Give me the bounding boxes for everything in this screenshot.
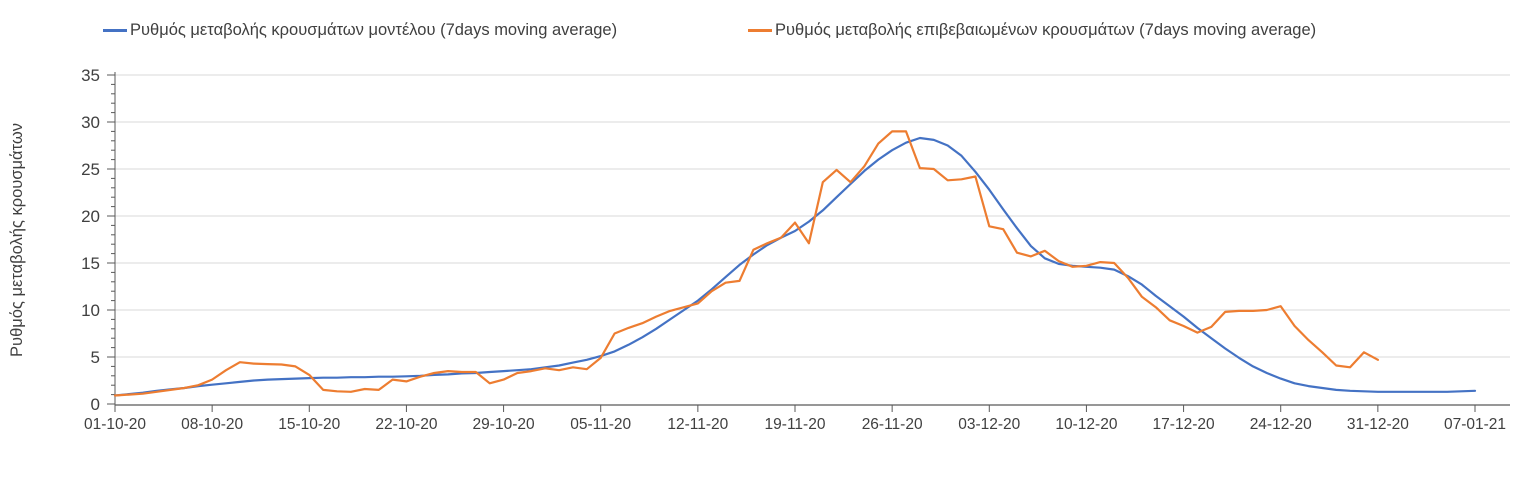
y-tick-label: 35 <box>81 66 100 85</box>
x-tick-label: 19-11-20 <box>765 416 826 433</box>
x-tick-label: 24-12-20 <box>1250 416 1312 433</box>
x-tick-label: 12-11-20 <box>667 416 728 433</box>
x-tick-label: 08-10-20 <box>181 416 243 433</box>
y-tick-label: 20 <box>81 207 100 226</box>
x-tick-label: 10-12-20 <box>1055 416 1117 433</box>
x-tick-label: 17-12-20 <box>1153 416 1215 433</box>
y-tick-label: 25 <box>81 160 100 179</box>
legend-line-swatch-confirmed <box>748 29 772 32</box>
chart-legend: Ρυθμός μεταβολής κρουσμάτων μοντέλου (7d… <box>0 0 1524 50</box>
series-confirmed-line <box>113 130 1380 397</box>
y-tick-label: 5 <box>91 348 100 367</box>
y-tick-label: 0 <box>91 395 100 414</box>
legend-label-confirmed: Ρυθμός μεταβολής επιβεβαιωμένων κρουσμάτ… <box>775 21 1317 39</box>
x-tick-label: 03-12-20 <box>958 416 1020 433</box>
legend-label-model: Ρυθμός μεταβολής κρουσμάτων μοντέλου (7d… <box>130 21 618 39</box>
x-tick-label: 15-10-20 <box>278 416 340 433</box>
legend-item-model: Ρυθμός μεταβολής κρουσμάτων μοντέλου (7d… <box>103 21 617 40</box>
y-tick-label: 15 <box>81 254 100 273</box>
x-tick-label: 01-10-20 <box>84 416 146 433</box>
x-tick-label: 26-11-20 <box>862 416 923 433</box>
x-tick-label: 31-12-20 <box>1347 416 1409 433</box>
y-tick-label: 30 <box>81 113 100 132</box>
series-model-line <box>113 136 1477 397</box>
x-tick-label: 05-11-20 <box>570 416 631 433</box>
x-tick-label: 07-01-21 <box>1444 416 1506 433</box>
y-axis-title: Ρυθμός μεταβολής κρουσμάτων <box>8 123 26 357</box>
legend-item-confirmed: Ρυθμός μεταβολής επιβεβαιωμένων κρουσμάτ… <box>748 21 1316 40</box>
x-tick-label: 22-10-20 <box>375 416 437 433</box>
legend-line-swatch-model <box>103 29 127 32</box>
y-tick-label: 10 <box>81 301 100 320</box>
x-tick-label: 29-10-20 <box>473 416 535 433</box>
